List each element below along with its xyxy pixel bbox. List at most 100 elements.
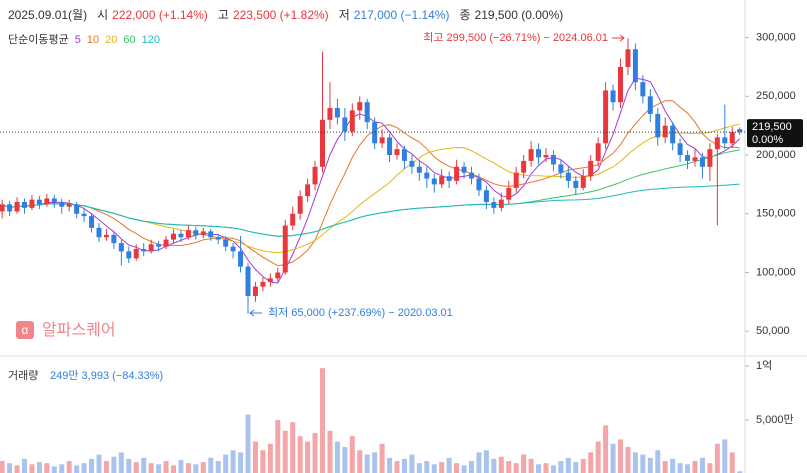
candle-body — [14, 202, 20, 212]
candle-body — [193, 230, 199, 235]
volume-bar — [200, 462, 206, 473]
low-arrow — [249, 309, 262, 317]
candle-body — [245, 266, 251, 296]
candle-body — [446, 176, 452, 181]
volume-bar — [409, 454, 415, 473]
candle-body — [647, 96, 653, 114]
volume-bar — [312, 432, 318, 473]
candle-body — [431, 178, 437, 185]
candle-body — [297, 196, 303, 214]
volume-bar — [439, 462, 445, 473]
volume-bar — [543, 463, 549, 473]
volume-bar — [193, 464, 199, 473]
candle-body — [521, 160, 527, 173]
volume-tick-label: 5,000만 — [756, 413, 794, 426]
candle-body — [454, 166, 460, 181]
candle-body — [640, 82, 646, 97]
candle-body — [334, 108, 340, 118]
volume-bar — [588, 452, 594, 473]
candle-body — [439, 176, 445, 185]
candle-body — [491, 202, 497, 208]
y-tick-label: 150,000 — [756, 208, 796, 220]
candle-body — [729, 132, 735, 144]
price-tag-box — [747, 119, 803, 148]
ma-title: 단순이동평균 — [8, 33, 69, 46]
y-tick-label: 50,000 — [756, 325, 790, 337]
header-value: 222,000 (+1.14%) — [112, 8, 208, 22]
y-tick-label: 100,000 — [756, 266, 796, 278]
volume-bar — [498, 456, 504, 473]
candle-body — [483, 190, 489, 203]
candle-body — [513, 172, 519, 188]
volume-bar — [126, 458, 132, 473]
candle-body — [66, 204, 72, 207]
volume-bar — [372, 452, 378, 473]
candle-body — [208, 231, 214, 238]
volume-bar — [178, 459, 184, 473]
volume-bar — [550, 465, 556, 473]
candle-body — [59, 202, 65, 207]
moving-average — [1, 100, 740, 267]
volume-bar — [640, 454, 646, 473]
candle-body — [96, 227, 102, 238]
volume-bar — [59, 464, 65, 473]
candle-body — [29, 199, 35, 208]
moving-average — [1, 183, 740, 237]
volume-bar — [632, 452, 638, 473]
candle-body — [275, 272, 281, 279]
volume-bar — [647, 457, 653, 473]
y-tick-label: 250,000 — [756, 90, 796, 102]
volume-bar — [245, 414, 251, 473]
volume-tick-label: 1억 — [756, 359, 772, 372]
volume-bar — [89, 458, 95, 473]
ma-legend: 20 — [105, 34, 117, 46]
candle-body — [372, 122, 378, 144]
volume-bar — [275, 420, 281, 473]
volume-bar — [692, 461, 698, 473]
volume-bar — [610, 443, 616, 473]
candle-body — [379, 137, 385, 144]
volume-bar — [483, 450, 489, 473]
volume-bar — [476, 452, 482, 473]
volume-bar — [297, 436, 303, 473]
header-value: 223,500 (+1.82%) — [233, 8, 329, 22]
candle-body — [632, 49, 638, 83]
moving-average — [1, 77, 741, 284]
volume-bar — [357, 450, 363, 473]
candle-body — [536, 149, 542, 158]
volume-bar — [722, 439, 728, 473]
volume-bar — [580, 458, 586, 473]
candle-body — [714, 137, 720, 150]
candle-body — [103, 234, 109, 238]
candle-body — [305, 184, 311, 197]
volume-bar — [431, 464, 437, 473]
candle-body — [543, 155, 549, 158]
volume-bar — [699, 457, 705, 473]
volume-bar — [446, 457, 452, 473]
candle-body — [260, 281, 266, 287]
volume-bar — [96, 454, 102, 473]
volume-label: 249만 3,993 (−84.33%) — [50, 369, 163, 382]
ma-legend: 120 — [142, 34, 160, 46]
candle-body — [692, 157, 698, 161]
volume-bar — [208, 457, 214, 473]
volume-bar — [111, 456, 117, 473]
volume-bar — [521, 454, 527, 473]
volume-bar — [51, 466, 57, 473]
candle-body — [662, 125, 668, 138]
volume-bar — [364, 454, 370, 473]
volume-bar — [267, 443, 273, 473]
volume-bar — [305, 441, 311, 473]
candle-body — [387, 137, 393, 156]
volume-bar — [662, 461, 668, 473]
candle-body — [133, 248, 139, 259]
volume-bar — [707, 463, 713, 473]
header-label: 시 — [97, 8, 108, 22]
candle-body — [327, 108, 333, 120]
volume-bar — [461, 465, 467, 473]
volume-bar — [513, 463, 519, 473]
volume-bar — [44, 463, 50, 473]
candle-body — [401, 149, 407, 161]
candle-body — [685, 155, 691, 161]
volume-bar — [349, 436, 355, 473]
